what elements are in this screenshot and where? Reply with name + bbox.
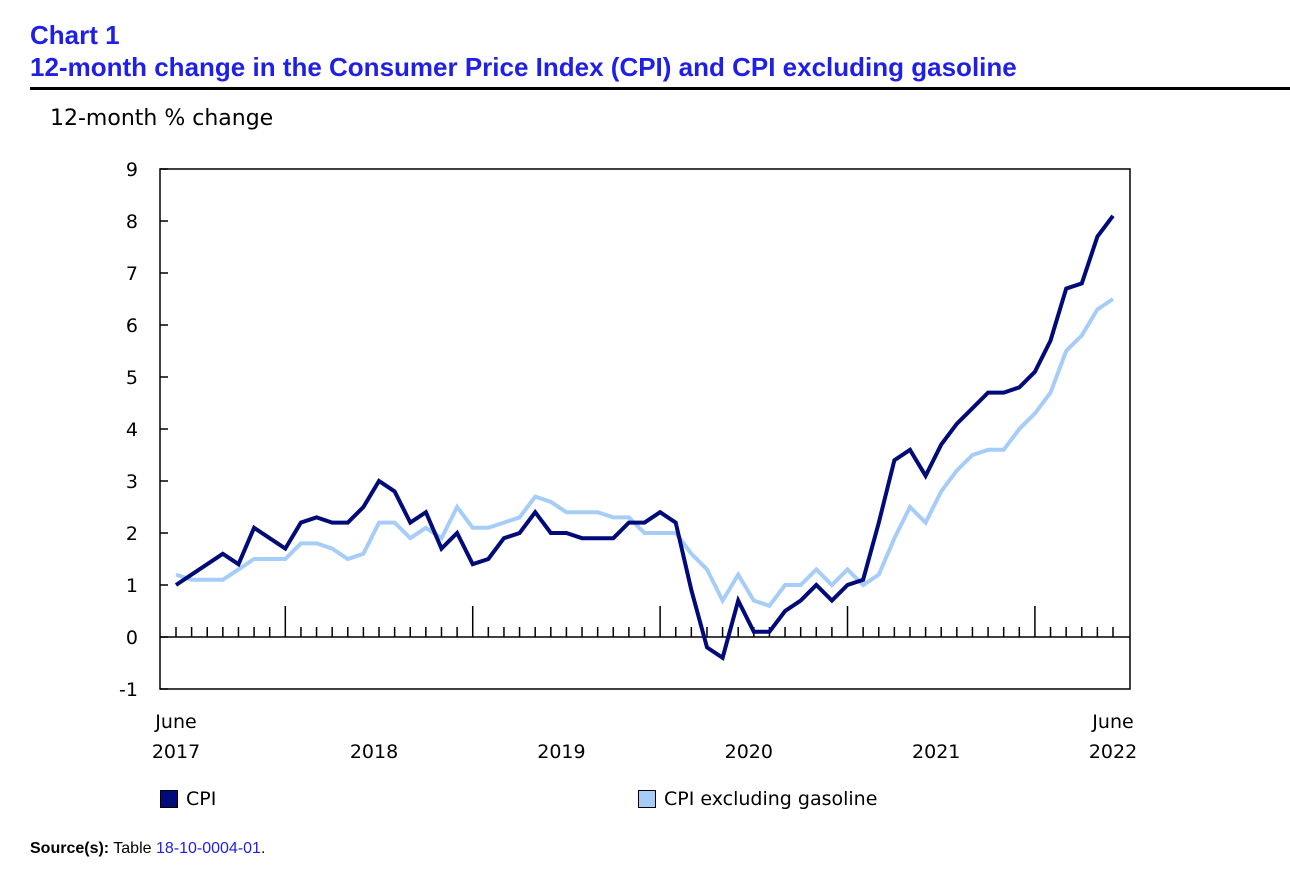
x-tick-label-month: June (1091, 711, 1133, 733)
x-tick-label-year: 2019 (537, 741, 585, 763)
plot-frame (159, 168, 1131, 690)
source-note: Source(s): Table 18-10-0004-01. (30, 840, 265, 858)
chart-title: 12-month change in the Consumer Price In… (30, 52, 1017, 82)
chart-number: Chart 1 (30, 20, 120, 50)
y-tick-label: 0 (126, 627, 138, 649)
y-tick-label: -1 (119, 679, 138, 701)
y-tick-label: 2 (126, 523, 138, 545)
x-tick-label-year: 2021 (912, 741, 960, 763)
legend-swatch-cpi-ex-gas (638, 790, 656, 808)
x-tick-label-year: 2017 (152, 741, 200, 763)
legend-swatch-cpi (160, 790, 178, 808)
y-tick-label: 7 (126, 263, 138, 285)
legend-item-cpi: CPI (160, 788, 216, 810)
legend-label-cpi: CPI (186, 788, 217, 810)
title-rule (30, 87, 1290, 90)
series-line-cpi (174, 214, 1115, 662)
source-label: Source(s): (30, 840, 110, 857)
y-tick-label: 3 (126, 471, 138, 493)
series-line-cpi-ex-gas (175, 297, 1115, 609)
y-tick-label: 5 (126, 367, 138, 389)
x-tick-label-month: June (154, 711, 196, 733)
source-prefix: Table (113, 840, 152, 857)
source-link[interactable]: 18-10-0004-01 (155, 840, 261, 857)
y-tick-label: 6 (126, 315, 138, 337)
y-axis-label: 12-month % change (50, 106, 274, 131)
legend-label-cpi-ex-gas: CPI excluding gasoline (664, 788, 878, 810)
y-tick-label: 9 (126, 159, 138, 181)
y-tick-label: 8 (126, 211, 138, 233)
y-tick-label: 1 (126, 575, 138, 597)
x-tick-label-year: 2022 (1089, 741, 1137, 763)
legend-item-cpi-ex-gas: CPI excluding gasoline (638, 788, 877, 810)
x-tick-label-year: 2018 (350, 741, 398, 763)
y-tick-label: 4 (126, 419, 138, 441)
x-tick-label-year: 2020 (725, 741, 773, 763)
source-suffix: . (260, 840, 266, 857)
